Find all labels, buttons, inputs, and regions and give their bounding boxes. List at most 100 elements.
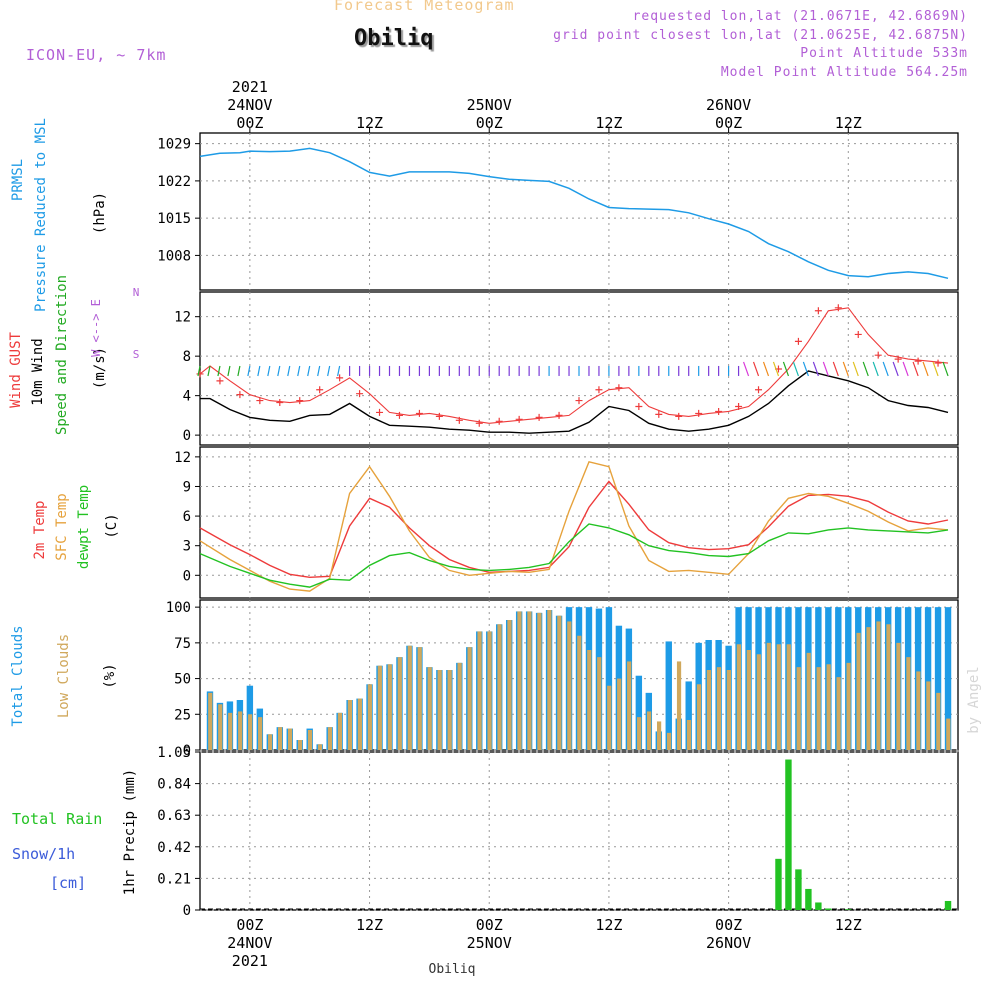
label-sfc-temp: SFC Temp xyxy=(54,493,70,560)
low-cloud-bar xyxy=(557,615,562,750)
total-cloud-bar xyxy=(934,607,942,750)
y-tick-label: 12 xyxy=(174,310,191,326)
low-cloud-bar xyxy=(896,642,901,750)
low-cloud-bar xyxy=(357,698,362,750)
label-snow-unit: [cm] xyxy=(50,874,86,892)
low-cloud-bar xyxy=(387,664,392,750)
gust-marker xyxy=(735,403,743,411)
low-cloud-bar xyxy=(886,624,891,750)
panel-frame-3 xyxy=(199,446,959,599)
wind-arrow xyxy=(197,365,201,377)
wind-arrow xyxy=(307,365,311,377)
low-cloud-bar xyxy=(906,657,911,750)
low-cloud-bar xyxy=(397,657,402,750)
low-cloud-bar xyxy=(846,662,851,750)
low-cloud-bar xyxy=(437,670,442,750)
gust-marker xyxy=(216,377,224,385)
temp-line xyxy=(199,523,949,588)
wind-arrow xyxy=(812,361,819,377)
y-tick-label: 0 xyxy=(183,903,191,919)
total-cloud-bar xyxy=(635,675,643,750)
low-cloud-bar xyxy=(467,647,472,750)
low-cloud-bar xyxy=(268,734,273,750)
wind-arrow xyxy=(752,361,760,377)
low-cloud-bar xyxy=(228,712,233,750)
compass-n: N xyxy=(133,286,140,299)
gust-marker xyxy=(376,408,384,416)
low-cloud-bar xyxy=(926,681,931,750)
label-total-clouds: Total Clouds xyxy=(10,625,26,726)
low-cloud-bar xyxy=(507,620,512,750)
gust-marker xyxy=(336,374,344,382)
gust-marker xyxy=(475,419,483,427)
low-cloud-bar xyxy=(826,664,831,750)
low-cloud-bar xyxy=(776,644,781,750)
low-cloud-bar xyxy=(786,644,791,750)
wind-speed-line xyxy=(200,370,949,434)
low-cloud-bar xyxy=(248,714,253,750)
time-label-top: 00Z xyxy=(236,114,263,132)
low-cloud-bar xyxy=(287,728,293,750)
low-cloud-bar xyxy=(756,654,761,750)
low-cloud-bar xyxy=(208,692,213,750)
y-tick-label: 100 xyxy=(166,600,191,616)
low-cloud-bar xyxy=(746,650,751,750)
wind-arrow xyxy=(772,361,780,377)
gust-marker xyxy=(934,359,942,367)
time-label-bottom: 25NOV xyxy=(467,934,512,952)
low-cloud-bar xyxy=(377,665,382,750)
label-2m-temp: 2m Temp xyxy=(32,500,48,559)
low-cloud-bar xyxy=(806,652,811,750)
low-cloud-bar xyxy=(487,631,492,750)
wind-arrow xyxy=(872,361,879,377)
low-cloud-bar xyxy=(347,700,353,750)
label-wind-gust: Wind GUST xyxy=(8,332,24,408)
gust-marker xyxy=(834,304,842,312)
gust-marker xyxy=(914,357,922,365)
low-cloud-bar xyxy=(866,627,871,750)
y-tick-label: 0.84 xyxy=(157,777,191,793)
time-label-top: 24NOV xyxy=(227,96,272,114)
low-cloud-bar xyxy=(277,727,283,750)
y-tick-label: 9 xyxy=(183,479,191,495)
time-label-top: 00Z xyxy=(476,114,503,132)
low-cloud-bar xyxy=(307,730,313,750)
panel-frame-1 xyxy=(199,132,959,291)
low-cloud-bar xyxy=(577,635,582,750)
time-label-top: 26NOV xyxy=(706,96,751,114)
low-cloud-bar xyxy=(457,662,462,750)
rain-bar xyxy=(805,888,812,910)
wind-arrow xyxy=(932,361,939,377)
time-label-top: 12Z xyxy=(835,114,862,132)
y-tick-label: 1029 xyxy=(157,137,191,153)
wind-arrow xyxy=(852,361,859,377)
time-label-top: 25NOV xyxy=(467,96,512,114)
label-celsius: (C) xyxy=(104,513,120,538)
gust-marker xyxy=(615,384,623,392)
total-cloud-bar xyxy=(944,607,952,750)
low-cloud-bar xyxy=(876,621,881,750)
low-cloud-bar xyxy=(238,711,243,750)
label-precip: 1hr Precip (mm) xyxy=(122,769,138,895)
y-tick-label: 4 xyxy=(183,389,191,405)
rain-bar xyxy=(845,909,852,910)
gust-marker xyxy=(814,307,822,315)
gust-marker xyxy=(455,416,463,424)
low-cloud-bar xyxy=(567,621,572,750)
wind-arrow xyxy=(237,365,241,377)
low-cloud-bar xyxy=(766,642,771,750)
label-snow: Snow/1h xyxy=(12,845,75,863)
gust-marker xyxy=(535,413,543,421)
label-hpa: (hPa) xyxy=(92,192,108,234)
time-label-bottom: 00Z xyxy=(715,916,742,934)
low-cloud-bar xyxy=(497,624,502,750)
gust-marker xyxy=(395,411,403,419)
low-cloud-bar xyxy=(547,610,552,750)
rain-bar xyxy=(785,759,792,910)
total-cloud-bar xyxy=(685,681,692,750)
low-cloud-bar xyxy=(666,732,672,750)
low-cloud-bar xyxy=(477,631,482,750)
low-cloud-bar xyxy=(337,712,343,750)
low-cloud-bar xyxy=(607,685,612,750)
